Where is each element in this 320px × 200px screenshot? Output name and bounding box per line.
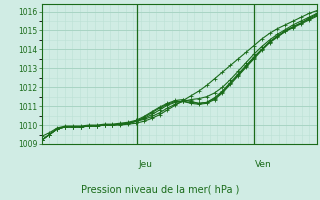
- Text: Pression niveau de la mer( hPa ): Pression niveau de la mer( hPa ): [81, 184, 239, 194]
- Text: Jeu: Jeu: [138, 160, 152, 169]
- Text: Ven: Ven: [255, 160, 272, 169]
